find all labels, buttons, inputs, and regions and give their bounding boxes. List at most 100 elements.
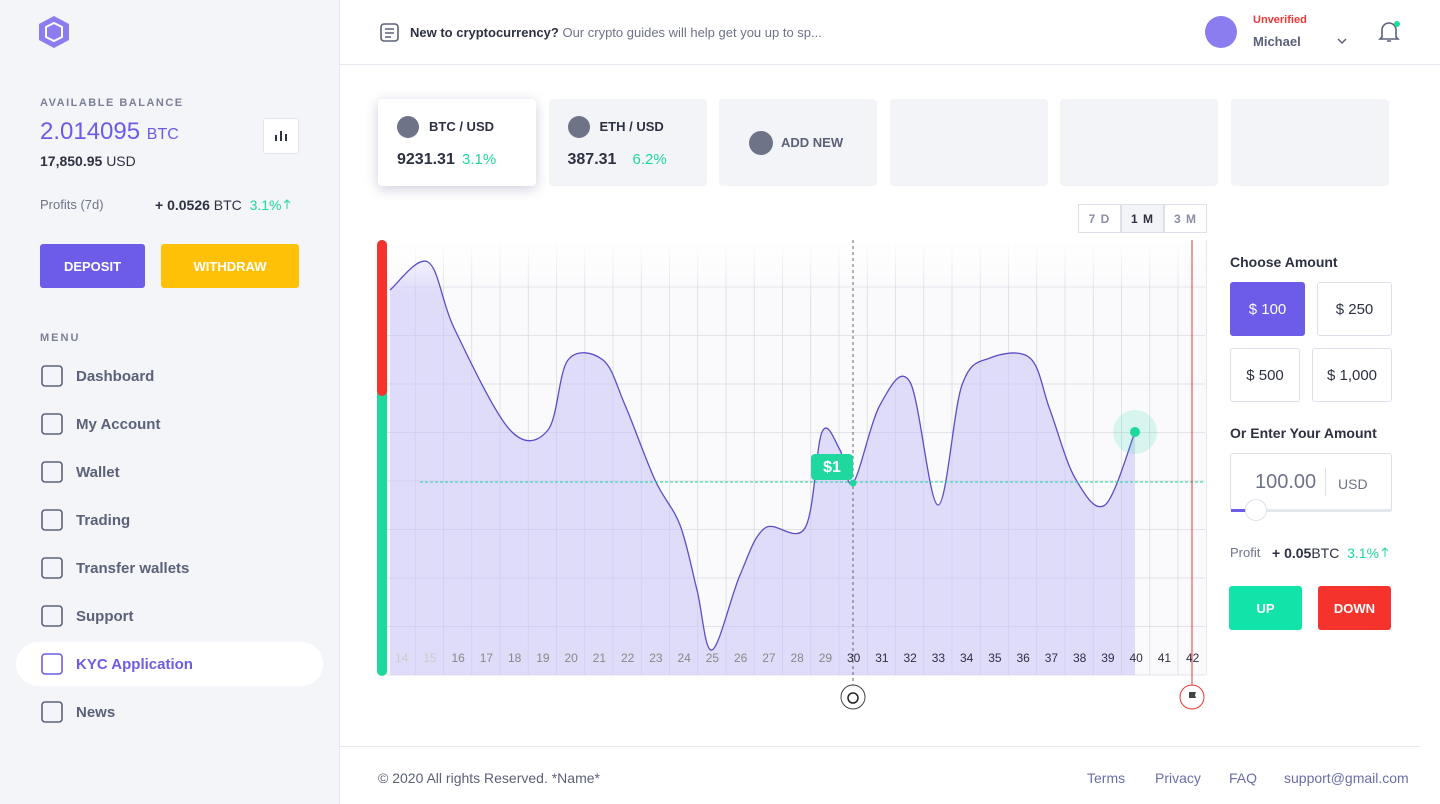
progress-remaining: [377, 240, 387, 396]
pair-change: 3.1%: [462, 151, 497, 168]
menu-icon-shape: [41, 653, 63, 675]
avatar[interactable]: [1205, 16, 1237, 48]
x-label: 30: [847, 651, 861, 665]
slider-fill: [1231, 509, 1249, 512]
menu-item[interactable]: Wallet: [76, 463, 120, 481]
range-button[interactable]: 3 M: [1164, 204, 1207, 233]
now-point: [849, 479, 857, 487]
down-button[interactable]: DOWN: [1318, 586, 1391, 630]
x-label: 17: [480, 651, 494, 665]
profits-pct: 3.1%: [249, 197, 282, 213]
up-arrow: [284, 199, 291, 209]
pair-name: BTC / USD: [429, 119, 494, 134]
menu-icon-shape: [41, 365, 63, 387]
pair-name: ETH / USD: [599, 119, 664, 134]
menu-label: MENU: [40, 332, 81, 344]
guide-icon: [380, 23, 399, 42]
pair-card[interactable]: ETH / USD 387.31 6.2%: [548, 99, 707, 186]
pair-card: [889, 99, 1048, 186]
amount-option[interactable]: $ 250: [1317, 282, 1392, 336]
menu-item[interactable]: News: [76, 703, 116, 721]
footer-divider: [340, 746, 1420, 747]
menu-icon: [41, 509, 63, 531]
profit-pct: 3.1%: [1347, 545, 1380, 561]
x-label: 14: [395, 651, 409, 665]
menu-icon: [41, 365, 63, 387]
pair-card[interactable]: BTC / USD 9231.31 3.1%: [378, 99, 536, 186]
menu-icon: [41, 653, 63, 675]
input-value: 100.00: [1255, 471, 1317, 493]
add-new: ADD NEW: [781, 135, 844, 150]
x-label: 15: [423, 651, 437, 665]
footer-link[interactable]: Terms: [1087, 770, 1126, 786]
user-name[interactable]: Michael: [1253, 34, 1301, 49]
x-label: 21: [593, 651, 607, 665]
usd-unit: USD: [106, 153, 136, 169]
input-divider: [1325, 468, 1326, 496]
menu-icon-shape: [41, 701, 63, 723]
withdraw-button[interactable]: WITHDRAW: [161, 244, 299, 288]
range-button[interactable]: 7 D: [1078, 204, 1121, 233]
footer-link[interactable]: FAQ: [1229, 770, 1258, 786]
usd-balance: 17,850.95 USD: [40, 153, 136, 169]
footer-link[interactable]: support@gmail.com: [1284, 770, 1409, 786]
x-label: 22: [621, 651, 635, 665]
stats-button[interactable]: [263, 118, 299, 154]
guide-bold: New to cryptocurrency?: [410, 25, 559, 40]
x-label: 34: [960, 651, 974, 665]
add-icon: [749, 131, 773, 155]
x-label: 20: [564, 651, 578, 665]
x-label: 27: [762, 651, 776, 665]
x-label: 24: [677, 651, 691, 665]
chart: $1 14 15 16 17 18 19 20 21 22 23 24 25 26 27 28 29 30 31 3…: [377, 240, 1207, 710]
amount-option[interactable]: $ 500: [1230, 348, 1300, 402]
menu-item[interactable]: My Account: [76, 415, 161, 433]
balance: 2.014095 BTC: [40, 118, 179, 146]
logo: [39, 16, 69, 48]
profits: + 0.0526 BTC 3.1%: [155, 197, 293, 213]
range-button[interactable]: 1 M: [1121, 204, 1164, 233]
pair-card: [1060, 99, 1218, 186]
guide-text: Our crypto guides will help get you up t…: [562, 25, 822, 40]
header: New to cryptocurrency? Our crypto guides…: [340, 0, 1440, 65]
footer-link[interactable]: Privacy: [1155, 770, 1201, 786]
balance-unit: BTC: [146, 126, 179, 143]
sidebar: AVAILABLE BALANCE 2.014095 BTC 17,850.95…: [0, 0, 340, 804]
menu-item[interactable]: Dashboard: [76, 367, 155, 385]
profit-label: Profit: [1230, 545, 1261, 560]
dropdown-icon[interactable]: [1337, 37, 1347, 45]
deposit-button[interactable]: DEPOSIT: [40, 244, 145, 288]
amount-input[interactable]: 100.00 USD: [1230, 453, 1392, 521]
slider-thumb[interactable]: [1245, 499, 1267, 521]
pair-card[interactable]: ADD NEW: [719, 99, 877, 186]
coin-icon: [397, 116, 419, 138]
price-tag-text: $1: [823, 459, 841, 476]
guide[interactable]: New to cryptocurrency? Our crypto guides…: [410, 25, 822, 40]
x-label: 16: [451, 651, 465, 665]
menu-item[interactable]: Trading: [76, 511, 131, 529]
menu-item[interactable]: KYC Application: [16, 642, 323, 686]
bell-icon[interactable]: [1378, 20, 1400, 44]
balance-label: AVAILABLE BALANCE: [40, 97, 184, 109]
x-label: 28: [790, 651, 804, 665]
up-arrow: [1381, 547, 1389, 557]
profits-unit: BTC: [213, 197, 242, 213]
x-label: 42: [1186, 651, 1200, 665]
pair-change: 6.2%: [632, 151, 667, 168]
menu-item[interactable]: Support: [76, 607, 134, 625]
x-label: 35: [988, 651, 1002, 665]
menu-icon: [41, 557, 63, 579]
x-label: 32: [903, 651, 917, 665]
x-label: 36: [1016, 651, 1030, 665]
amount-option[interactable]: $ 100: [1230, 282, 1305, 336]
input-currency: USD: [1338, 476, 1368, 492]
amount-option[interactable]: $ 1,000: [1312, 348, 1392, 402]
x-label: 23: [649, 651, 663, 665]
x-label: 29: [819, 651, 833, 665]
profit-value: + 0.05: [1272, 545, 1312, 561]
up-button[interactable]: UP: [1229, 586, 1302, 630]
menu-item[interactable]: Transfer wallets: [76, 559, 190, 577]
menu-icon: [41, 461, 63, 483]
menu-icon-shape: [41, 413, 63, 435]
